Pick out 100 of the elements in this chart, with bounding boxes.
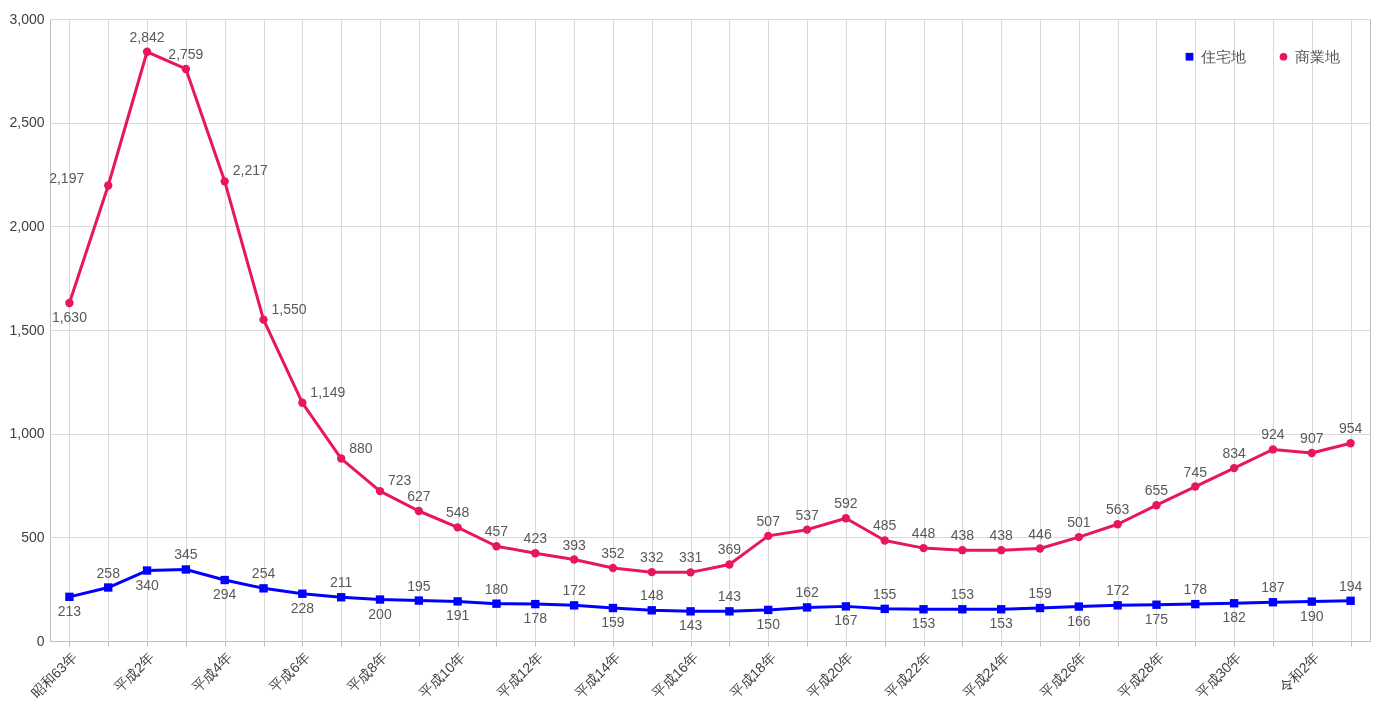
- point: [104, 583, 113, 592]
- y-tick-label: 1,500: [9, 321, 45, 338]
- data-label: 194: [1338, 577, 1363, 594]
- point: [259, 315, 268, 324]
- point: [492, 599, 501, 608]
- legend-label: 商業地: [1295, 47, 1340, 65]
- data-label: 182: [1222, 609, 1247, 626]
- point: [764, 605, 773, 615]
- data-label: 228: [290, 599, 315, 616]
- point: [298, 398, 307, 407]
- y-tick-label: 3,000: [9, 10, 45, 27]
- data-label: 2,197: [49, 170, 85, 187]
- data-label: 340: [135, 576, 159, 593]
- data-label: 485: [873, 517, 897, 534]
- point: [1191, 599, 1200, 609]
- point: [220, 575, 229, 585]
- point: [531, 549, 540, 558]
- data-label: 352: [601, 545, 625, 562]
- x-tick-label: 平成22年: [881, 649, 934, 702]
- data-label: 880: [349, 439, 373, 456]
- data-label: 143: [678, 617, 703, 634]
- point: [647, 567, 656, 577]
- data-label: 167: [834, 612, 858, 629]
- x-tick-label: 令和2年: [1275, 649, 1323, 696]
- point: [298, 589, 307, 598]
- point: [336, 593, 346, 602]
- x-tick-label: 平成28年: [1114, 649, 1167, 702]
- data-label: 2,217: [232, 162, 268, 179]
- x-tick-label: 平成12年: [493, 649, 546, 702]
- point: [1346, 439, 1355, 448]
- data-label: 143: [717, 588, 742, 605]
- point: [1113, 601, 1122, 610]
- data-label: 655: [1144, 482, 1169, 499]
- point: [414, 506, 424, 516]
- data-label: 563: [1105, 501, 1130, 518]
- data-label: 1,630: [51, 309, 88, 326]
- data-label: 153: [911, 615, 936, 632]
- data-label: 200: [368, 605, 392, 622]
- point: [569, 555, 579, 564]
- x-tick-label: 平成6年: [266, 649, 313, 696]
- point: [1074, 602, 1084, 611]
- point: [104, 181, 113, 190]
- point: [608, 563, 618, 573]
- data-label: 592: [834, 495, 858, 512]
- point: [647, 606, 656, 615]
- point: [1035, 603, 1045, 613]
- data-label: 501: [1067, 514, 1091, 531]
- data-label: 627: [407, 488, 431, 504]
- data-label: 153: [989, 615, 1014, 632]
- point: [880, 604, 889, 614]
- point: [1229, 599, 1239, 608]
- data-label: 191: [445, 607, 470, 624]
- data-label: 1,550: [271, 300, 307, 317]
- data-label: 2,842: [129, 28, 165, 45]
- data-label: 331: [678, 549, 703, 566]
- point: [958, 605, 967, 614]
- point: [65, 298, 74, 308]
- x-tick-label: 平成2年: [110, 649, 158, 696]
- data-label: 148: [640, 587, 664, 604]
- point: [259, 584, 268, 593]
- point: [375, 486, 385, 496]
- data-label: 258: [96, 564, 121, 581]
- point: [1152, 600, 1161, 609]
- data-label: 180: [484, 580, 509, 597]
- data-label: 834: [1222, 445, 1247, 462]
- data-label: 537: [795, 506, 819, 523]
- point: [608, 603, 618, 613]
- data-label: 162: [795, 584, 819, 601]
- y-tick-label: 0: [36, 632, 45, 649]
- point: [1307, 597, 1316, 606]
- data-label: 446: [1028, 525, 1052, 542]
- data-label: 195: [407, 577, 431, 594]
- point: [375, 595, 385, 604]
- point: [453, 597, 462, 606]
- point: [802, 525, 812, 534]
- data-label: 178: [1183, 581, 1208, 598]
- data-label: 423: [523, 530, 548, 547]
- point: [725, 607, 734, 616]
- point: [1113, 520, 1122, 529]
- data-label: 457: [484, 523, 509, 540]
- data-label: 159: [1028, 585, 1052, 602]
- data-label: 2,759: [168, 45, 204, 62]
- point: [841, 514, 851, 523]
- data-label: 211: [330, 574, 353, 591]
- data-label: 907: [1300, 429, 1324, 446]
- y-tick-label: 1,000: [9, 425, 45, 442]
- point: [181, 565, 191, 574]
- point: [65, 592, 74, 602]
- data-label: 745: [1183, 463, 1208, 480]
- point: [1229, 463, 1239, 473]
- point: [1268, 598, 1278, 607]
- point: [1191, 482, 1200, 491]
- point: [569, 601, 579, 610]
- point: [919, 543, 928, 553]
- data-label: 369: [717, 541, 742, 558]
- point: [764, 531, 773, 541]
- point: [725, 560, 734, 569]
- point: [181, 64, 191, 74]
- point: [686, 607, 695, 616]
- point: [531, 599, 540, 609]
